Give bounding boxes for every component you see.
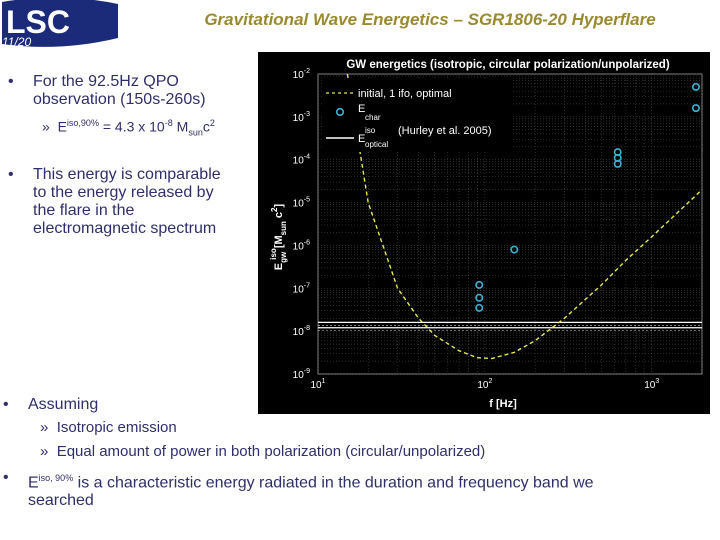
legend-label-hurley: (Hurley et al. 2005) [398, 125, 492, 137]
bullet-characteristic: • Eiso, 90% is a characteristic energy r… [3, 469, 594, 510]
slide-title: Gravitational Wave Energetics – SGR1806-… [204, 10, 656, 29]
y-tick-label: 10-9 [293, 368, 310, 381]
legend-label-eoptical: E [358, 133, 365, 145]
legend-box [322, 78, 512, 152]
legend-label-echar-sub: char [365, 113, 381, 122]
bullet-icon: • [3, 396, 9, 413]
legend-label-echar: E [358, 103, 365, 115]
legend-circle-marker [335, 107, 345, 117]
bullet-text: electromagnetic spectrum [33, 220, 217, 237]
chart-title: GW energetics (isotropic, circular polar… [346, 59, 670, 71]
energy-point [475, 293, 484, 302]
energy-point [691, 104, 700, 113]
sub-bullet-isotropic: » Isotropic emission [40, 419, 177, 436]
energy-point [475, 280, 484, 289]
bullet-icon: • [8, 166, 14, 183]
y-tick-label: 10-8 [293, 325, 310, 338]
bullet-text: This energy is comparable [33, 166, 221, 183]
bullet-icon: • [8, 73, 14, 90]
energy-point [691, 82, 700, 91]
gw-energetics-chart: GW energetics (isotropic, circular polar… [258, 52, 710, 414]
x-axis-label: f [Hz] [489, 398, 517, 410]
bullet-text: For the 92.5Hz QPO [33, 73, 179, 90]
svg-text:Egwiso[Msun c2]: Egwiso[Msun c2] [269, 203, 288, 270]
y-axis-label: Egwiso[Msun c2] [269, 203, 288, 270]
bullet-text: observation (150s-260s) [33, 91, 206, 108]
sub-bullet-energy: » Eiso,90% = 4.3 x 10-8 Msunc2 [42, 118, 215, 138]
bullet-qpo: • For the 92.5Hz QPO observation (150s-2… [8, 73, 206, 109]
sensitivity-curve [346, 73, 703, 360]
legend-label-eoptical-sup: iso [365, 126, 376, 135]
energy-point [510, 245, 519, 254]
logo-text: LSC [6, 4, 70, 40]
bullet-assuming: • Assuming [3, 396, 99, 414]
bullet-text: searched [28, 492, 94, 510]
y-tick-label: 10-4 [293, 154, 310, 167]
page-number: 11/20 [2, 35, 31, 49]
y-tick-label: 10-5 [293, 197, 310, 210]
chart-svg: GW energetics (isotropic, circular polar… [269, 59, 703, 410]
legend-label-sensitivity: initial, 1 ifo, optimal [358, 88, 452, 100]
sub-bullet-polarization: » Equal amount of power in both polariza… [40, 443, 486, 460]
y-tick-label: 10-2 [293, 68, 310, 81]
bullet-text: Assuming [28, 396, 99, 413]
legend-label-eoptical-sub: optical [365, 140, 388, 149]
chart-series [318, 73, 703, 360]
y-tick-label: 10-7 [293, 282, 310, 295]
x-tick-label: 101 [310, 378, 325, 391]
x-tick-label: 103 [644, 378, 659, 391]
chart-ticks: 101 102 103 10-2 10-3 10-4 10-5 10-6 10-7 10-8 10-… [293, 68, 660, 391]
bullet-text: to the energy released by [33, 184, 214, 201]
y-tick-label: 10-6 [293, 239, 310, 252]
lsc-logo: LSC 11/20 [0, 0, 120, 50]
x-tick-label: 102 [477, 378, 492, 391]
chart-legend: initial, 1 ifo, optimal E char E iso opt… [322, 78, 512, 152]
energy-point [475, 303, 484, 312]
y-tick-label: 10-3 [293, 111, 310, 124]
bullet-comparable: • This energy is comparable to the energ… [8, 166, 221, 238]
bullet-text: the flare in the [33, 202, 135, 219]
bullet-icon: • [3, 469, 9, 486]
energy-point [613, 159, 622, 168]
